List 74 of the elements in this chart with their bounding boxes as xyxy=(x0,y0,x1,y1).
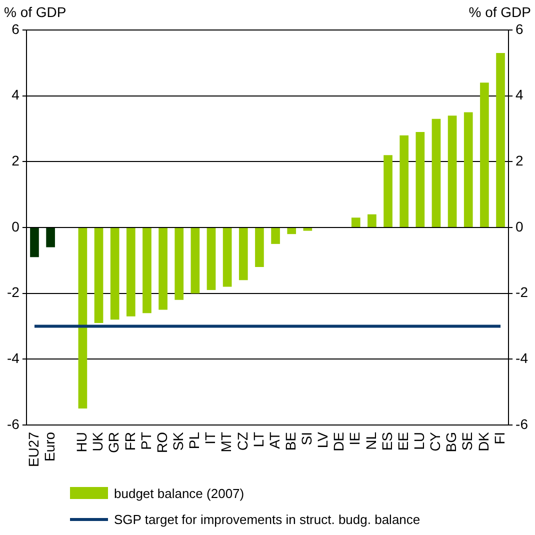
bar xyxy=(238,228,248,280)
bar xyxy=(190,228,200,294)
y2-tick-label: 0 xyxy=(516,218,524,234)
y2-tick-label: 6 xyxy=(516,20,524,37)
x-tick-label: SK xyxy=(170,431,186,451)
legend-label: budget balance (2007) xyxy=(114,486,244,500)
y2-tick-label: -2 xyxy=(516,284,528,300)
y-tick-label: 4 xyxy=(12,86,20,103)
x-tick-label: EU27 xyxy=(25,432,42,468)
y-tick-label: 0 xyxy=(12,218,20,234)
bar xyxy=(287,228,296,234)
bar xyxy=(464,112,473,227)
x-tick-label: HU xyxy=(74,432,90,452)
x-tick-label: SI xyxy=(298,432,315,446)
bar xyxy=(142,228,152,314)
x-tick-label: DE xyxy=(330,432,347,452)
y-axis-title: % of GDP xyxy=(4,4,66,20)
x-tick-label: UK xyxy=(90,431,106,452)
x-tick-label: FR xyxy=(122,432,138,451)
bar xyxy=(126,228,136,316)
y-tick-label: 2 xyxy=(12,152,20,169)
x-tick-label: LT xyxy=(250,432,266,448)
y-tick-label: 6 xyxy=(12,20,20,37)
bar xyxy=(480,82,489,227)
bar xyxy=(303,228,312,231)
y2-tick-label: 4 xyxy=(516,86,524,103)
bar xyxy=(255,228,264,267)
x-tick-label: AT xyxy=(266,432,282,449)
x-tick-label: IT xyxy=(202,432,218,444)
x-tick-label: IE xyxy=(346,432,363,446)
y-tick-label: -2 xyxy=(6,284,20,300)
x-tick-label: BE xyxy=(282,432,298,451)
y-tick-label: -6 xyxy=(6,416,20,432)
bar xyxy=(432,118,441,227)
y2-tick-label: -6 xyxy=(516,416,528,432)
x-tick-label: EE xyxy=(394,432,411,451)
bar xyxy=(30,228,39,258)
bar xyxy=(46,228,55,248)
bar xyxy=(222,228,232,287)
x-tick-label: LV xyxy=(314,431,331,448)
bar xyxy=(400,135,409,227)
x-tick-label: Euro xyxy=(41,432,58,462)
x-tick-label: PT xyxy=(138,432,154,450)
x-tick-label: PL xyxy=(186,432,202,450)
bar xyxy=(110,228,120,320)
bar xyxy=(384,155,392,227)
x-tick-label: GR xyxy=(106,432,122,453)
x-tick-label: LU xyxy=(411,432,428,450)
bar xyxy=(448,116,457,227)
bar xyxy=(158,228,168,310)
y2-tick-label: -4 xyxy=(516,350,528,366)
x-tick-label: RO xyxy=(154,432,170,453)
y2-tick-label: 2 xyxy=(516,152,524,169)
y-tick-label: -4 xyxy=(6,350,20,366)
bar xyxy=(94,228,104,323)
bar xyxy=(368,214,376,227)
bar xyxy=(351,218,360,227)
x-tick-label: DK xyxy=(475,431,492,452)
bar xyxy=(271,228,280,244)
bar xyxy=(206,228,216,290)
x-tick-label: BG xyxy=(443,432,460,452)
bar xyxy=(416,132,425,227)
x-tick-label: FI xyxy=(491,432,508,444)
bar xyxy=(496,53,505,227)
x-tick-label: CY xyxy=(427,431,444,452)
legend-label: SGP target for improvements in struct. budg. balance xyxy=(114,512,420,526)
x-tick-label: NL xyxy=(362,432,379,450)
bar xyxy=(174,228,184,300)
x-tick-label: MT xyxy=(218,432,234,452)
x-tick-label: SE xyxy=(459,432,476,451)
x-tick-label: CZ xyxy=(234,432,250,451)
x-tick-label: ES xyxy=(378,432,395,451)
bar xyxy=(78,228,88,409)
y2-axis-title: % of GDP xyxy=(468,4,531,20)
